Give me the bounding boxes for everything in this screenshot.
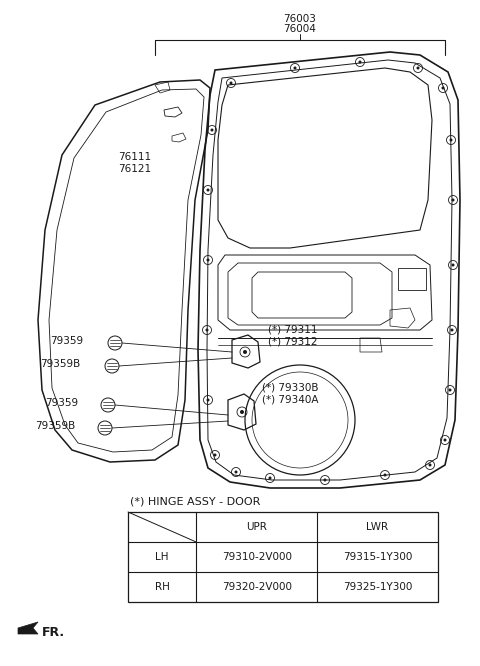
Circle shape [293, 67, 297, 69]
Circle shape [206, 188, 209, 192]
Text: (*) HINGE ASSY - DOOR: (*) HINGE ASSY - DOOR [130, 496, 260, 506]
Circle shape [451, 328, 454, 332]
Text: 79359B: 79359B [40, 359, 80, 369]
Text: LH: LH [156, 552, 169, 562]
Circle shape [449, 139, 453, 141]
Circle shape [206, 398, 209, 402]
Circle shape [268, 476, 272, 480]
Text: 79359B: 79359B [35, 421, 75, 431]
Text: UPR: UPR [246, 522, 267, 532]
Bar [128, 512, 438, 602]
Circle shape [214, 454, 216, 456]
Circle shape [442, 87, 444, 89]
Circle shape [452, 264, 455, 266]
Text: (*) 79312: (*) 79312 [268, 336, 317, 346]
Circle shape [448, 388, 452, 392]
Circle shape [359, 61, 361, 63]
Text: (*) 79311: (*) 79311 [268, 324, 317, 334]
Circle shape [211, 129, 214, 131]
Text: (*) 79330B: (*) 79330B [262, 383, 319, 393]
Text: 76004: 76004 [284, 24, 316, 34]
Circle shape [452, 198, 455, 202]
Circle shape [444, 438, 446, 442]
Circle shape [240, 410, 244, 414]
Bar [398, 268, 426, 290]
Circle shape [205, 328, 208, 332]
Circle shape [235, 470, 238, 474]
Text: RH: RH [155, 582, 169, 592]
Text: 79359: 79359 [50, 336, 83, 346]
Text: FR.: FR. [42, 625, 65, 639]
Text: 79325-1Y300: 79325-1Y300 [343, 582, 412, 592]
Text: 79359: 79359 [45, 398, 78, 408]
Text: 79315-1Y300: 79315-1Y300 [343, 552, 412, 562]
Circle shape [229, 81, 232, 85]
Circle shape [417, 67, 420, 69]
Text: (*) 79340A: (*) 79340A [262, 395, 319, 405]
Text: LWR: LWR [367, 522, 389, 532]
Circle shape [243, 350, 247, 354]
Text: 76111: 76111 [118, 152, 151, 162]
Text: 76003: 76003 [284, 14, 316, 24]
Polygon shape [18, 622, 38, 634]
Circle shape [384, 474, 386, 476]
Circle shape [324, 478, 326, 482]
Text: 76121: 76121 [118, 164, 151, 174]
Text: 79310-2V000: 79310-2V000 [222, 552, 292, 562]
Circle shape [429, 464, 432, 466]
Circle shape [206, 258, 209, 262]
Text: 79320-2V000: 79320-2V000 [222, 582, 292, 592]
